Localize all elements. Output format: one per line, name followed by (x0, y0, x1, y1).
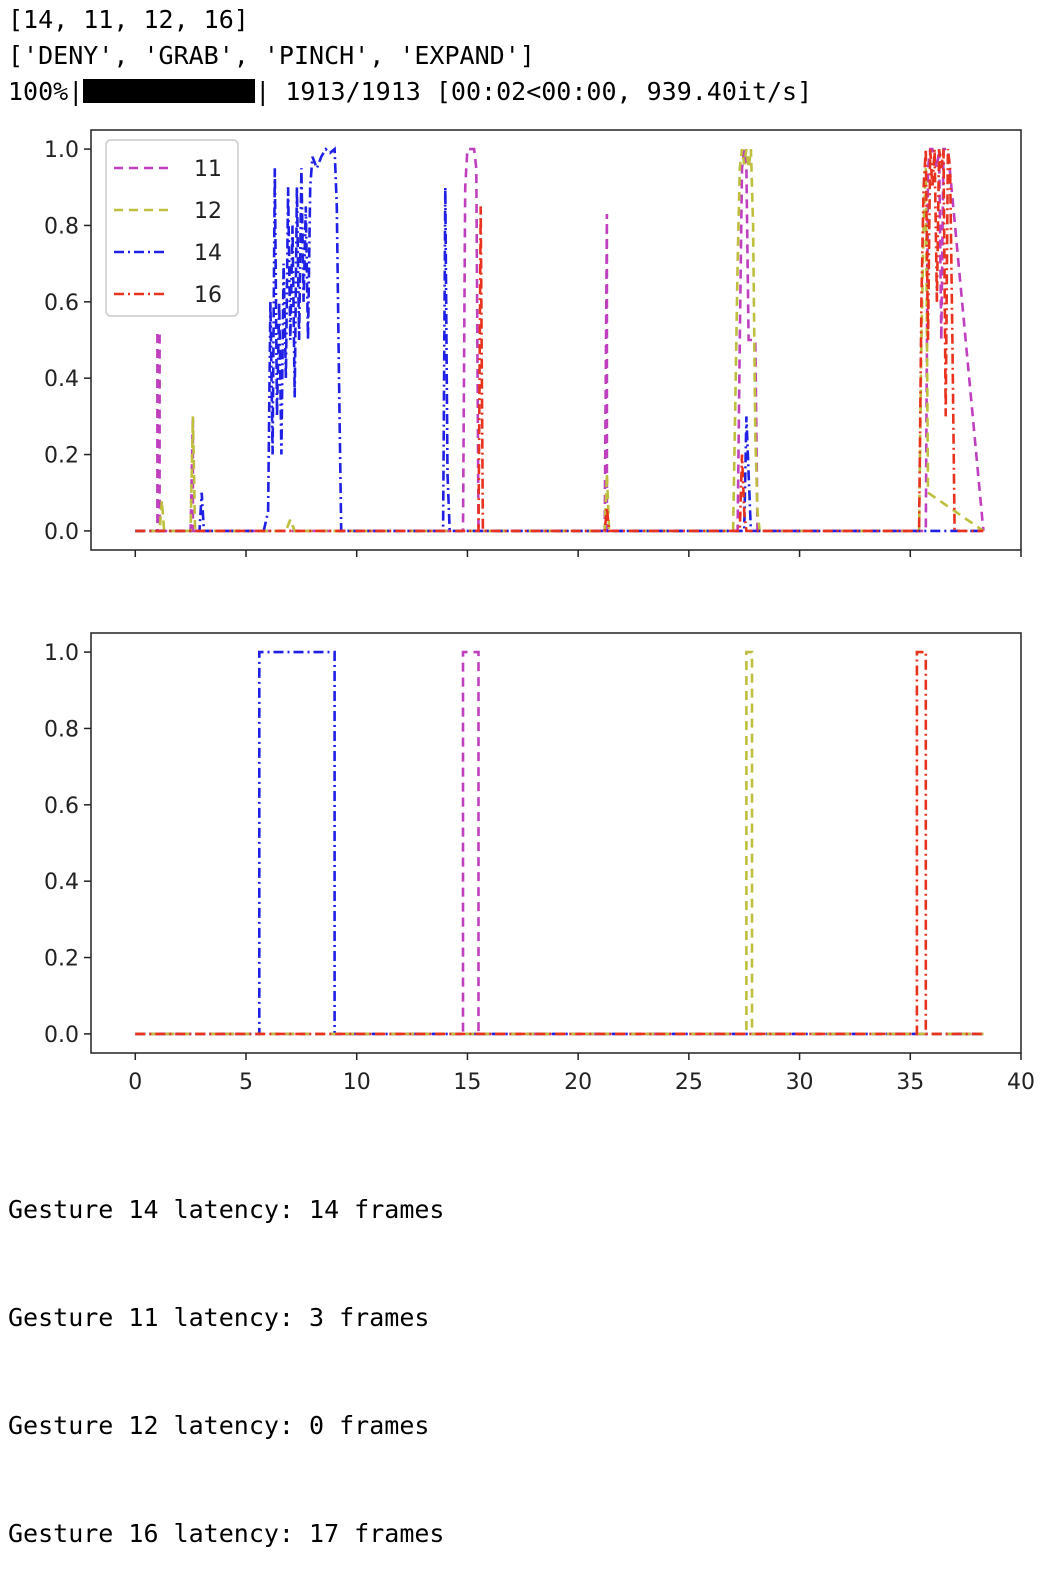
x-tick-label: 5 (239, 1070, 253, 1095)
y-tick-label: 1.0 (44, 138, 79, 163)
y-tick-label: 0.0 (44, 1023, 79, 1048)
progress-bar (83, 79, 256, 103)
axes-frame (90, 632, 1022, 1054)
gesture-name-list: ['DENY', 'GRAB', 'PINCH', 'EXPAND'] (8, 41, 535, 70)
x-tick-label: 30 (786, 1070, 814, 1095)
x-tick-label: 15 (453, 1070, 481, 1095)
y-tick-label: 0.2 (44, 947, 79, 972)
series-line-11 (135, 650, 984, 1036)
series-line-11 (135, 147, 985, 533)
series-line-12 (135, 148, 985, 533)
x-tick-label: 35 (896, 1070, 924, 1095)
y-tick-label: 1.0 (44, 641, 79, 666)
legend-label-12: 12 (194, 199, 222, 224)
chart-bottom-detections: 0.0 0.2 0.4 0.6 0.8 1.0 0 5 10 15 20 25 30 35 40 (44, 632, 1035, 1095)
y-tick-label: 0.6 (44, 291, 79, 316)
series-line-14 (135, 650, 984, 1036)
x-tick-label: 0 (128, 1070, 142, 1095)
x-tick-label: 10 (343, 1070, 371, 1095)
gesture-id-list: [14, 11, 12, 16] (8, 5, 249, 34)
legend-label-14: 14 (194, 241, 222, 266)
latency-line-12: Gesture 12 latency: 0 frames (8, 1411, 430, 1440)
y-tick-label: 0.8 (44, 717, 79, 742)
series-line-16 (135, 650, 984, 1036)
series-line-14 (135, 146, 984, 533)
series-line-16 (135, 148, 984, 533)
y-tick-label: 0.6 (44, 794, 79, 819)
legend-label-11: 11 (194, 157, 222, 182)
progress-percent: 100%| (8, 77, 84, 106)
x-tick-label: 20 (564, 1070, 592, 1095)
legend-label-16: 16 (194, 283, 222, 308)
y-tick-label: 0.4 (44, 870, 79, 895)
axes-frame (90, 129, 1022, 551)
progress-stats: | 1913/1913 [00:02<00:00, 939.40it/s] (255, 77, 813, 106)
y-tick-label: 0.8 (44, 214, 79, 239)
legend-box (105, 139, 239, 317)
x-tick-label: 25 (675, 1070, 703, 1095)
latency-line-11: Gesture 11 latency: 3 frames (8, 1303, 430, 1332)
x-tick-label: 40 (1007, 1070, 1035, 1095)
latency-line-16: Gesture 16 latency: 17 frames (8, 1519, 445, 1548)
y-tick-label: 0.0 (44, 520, 79, 545)
progress-line: 100%| | 1913/1913 [00:02<00:00, 939.40it/… (8, 74, 812, 110)
chart-top-probabilities: 0.0 0.2 0.4 0.6 0.8 1.0 11 12 14 16 (44, 129, 1022, 557)
console-output-top: [14, 11, 12, 16] ['DENY', 'GRAB', 'PINCH'… (8, 2, 812, 110)
console-output-bottom: Gesture 14 latency: 14 frames Gesture 11… (8, 1120, 445, 1588)
y-tick-label: 0.2 (44, 444, 79, 469)
latency-line-14: Gesture 14 latency: 14 frames (8, 1195, 445, 1224)
y-tick-label: 0.4 (44, 367, 79, 392)
series-line-12 (135, 650, 984, 1036)
